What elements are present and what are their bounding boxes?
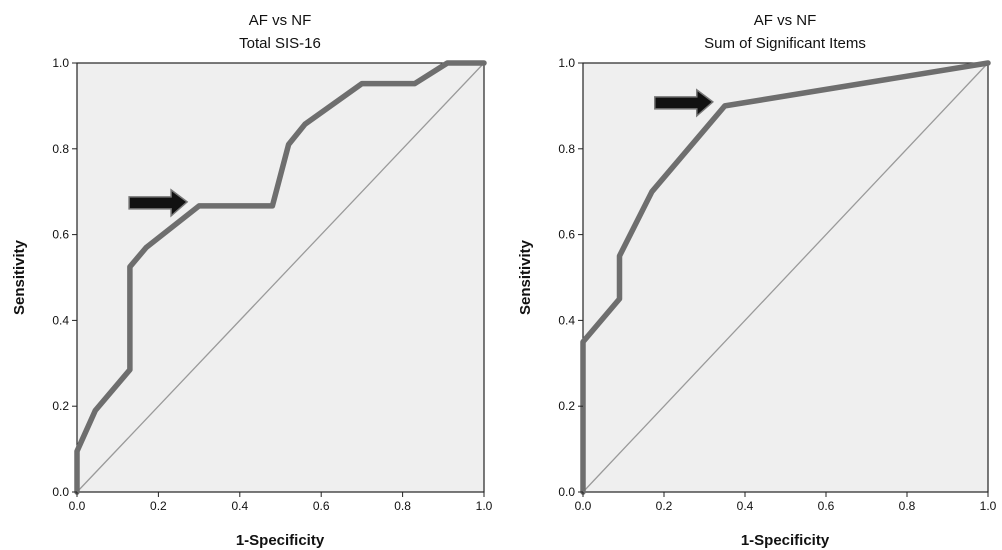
y-tick-label: 0.0 [558,485,575,499]
x-tick-label: 0.6 [818,499,835,513]
reference-diagonal-line [76,62,485,493]
cutoff-arrow-icon [654,88,714,118]
y-tick-label: 0.6 [558,228,575,242]
chart-title: AF vs NF [249,12,312,29]
x-axis-title: 1-Specificity [741,532,830,549]
chart-subtitle: Sum of Significant Items [704,35,866,52]
y-tick-label: 0.2 [52,399,69,413]
y-tick-label: 0.8 [52,142,69,156]
x-axis-title: 1-Specificity [236,532,325,549]
y-tick-label: 1.0 [558,56,575,70]
roc-curve-line [74,60,487,495]
x-tick-label: 0.8 [899,499,916,513]
x-tick-label: 1.0 [476,499,493,513]
reference-diagonal-line [582,62,989,493]
y-tick-label: 0.2 [558,399,575,413]
x-tick-label: 0.4 [737,499,754,513]
chart-subtitle: Total SIS-16 [239,35,321,52]
x-tick-label: 0.8 [394,499,411,513]
x-tick-label: 0.2 [150,499,167,513]
y-axis-title: Sensitivity [11,239,28,315]
x-tick-label: 0.0 [575,499,592,513]
x-tick-label: 0.2 [656,499,673,513]
y-tick-label: 0.4 [558,313,575,327]
y-tick-label: 1.0 [52,56,69,70]
chart-title: AF vs NF [754,12,817,29]
x-tick-label: 0.0 [69,499,86,513]
y-tick-label: 0.6 [52,228,69,242]
x-tick-label: 0.4 [231,499,248,513]
cutoff-arrow-icon [128,188,189,218]
y-tick-label: 0.8 [558,142,575,156]
x-tick-label: 1.0 [980,499,997,513]
roc-curve-line [580,60,991,495]
y-tick-label: 0.0 [52,485,69,499]
roc-panel-sum-significant-items: AF vs NF Sum of Significant Items 0.0 0.2… [517,12,997,549]
x-tick-label: 0.6 [313,499,330,513]
y-axis-title: Sensitivity [517,239,534,315]
y-tick-label: 0.4 [52,313,69,327]
roc-panel-total-sis16: AF vs NF Total SIS-16 0.0 0.2 0.4 0.6 0.8 1.0… [11,12,493,549]
